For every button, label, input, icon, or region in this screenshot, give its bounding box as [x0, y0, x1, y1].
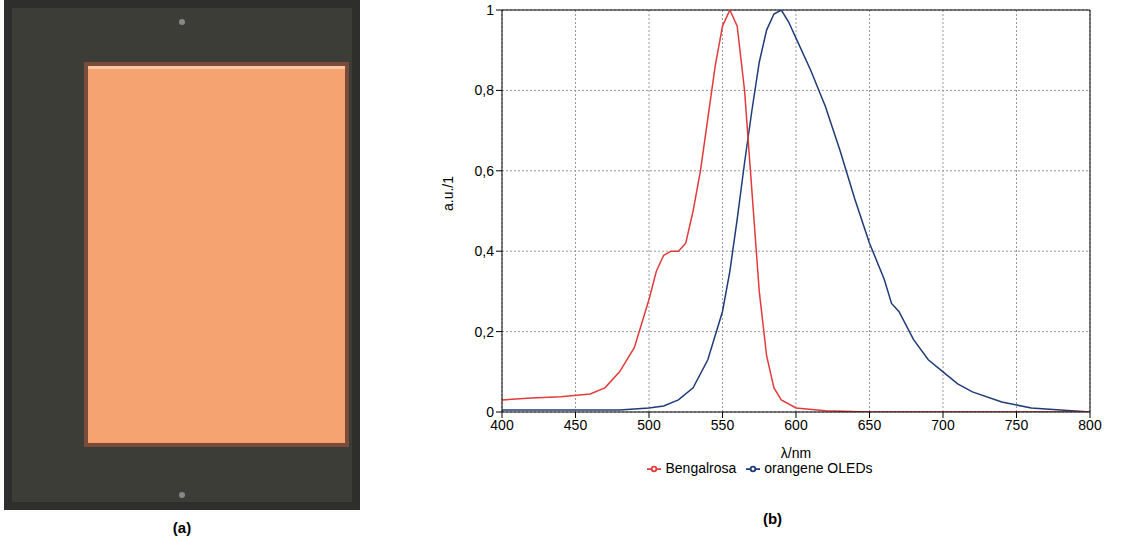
svg-text:700: 700 [931, 417, 955, 433]
svg-text:800: 800 [1078, 417, 1102, 433]
html-text:orangene OLEDs: orangene OLEDs [764, 460, 873, 476]
svg-text:0,4: 0,4 [475, 243, 495, 259]
svg-text:750: 750 [1005, 417, 1029, 433]
svg-text:400: 400 [490, 416, 514, 433]
svg-text:0,8: 0,8 [475, 82, 495, 98]
svg-text:(a): (a) [173, 519, 191, 536]
svg-text:500: 500 [637, 417, 661, 433]
html-text:Bengalrosa: Bengalrosa [665, 460, 737, 476]
svg-text:0,2: 0,2 [475, 324, 495, 340]
svg-text:1: 1 [486, 2, 494, 18]
svg-text:550: 550 [711, 417, 735, 433]
svg-text:a.u./1: a.u./1 [440, 176, 456, 211]
svg-text:λ/nm: λ/nm [781, 445, 811, 461]
html-text:(b): (b) [762, 510, 783, 527]
svg-text:600: 600 [784, 417, 808, 433]
svg-text:0: 0 [486, 404, 494, 420]
svg-text:0,6: 0,6 [475, 163, 495, 179]
svg-text:450: 450 [564, 417, 588, 433]
svg-text:650: 650 [858, 417, 882, 433]
